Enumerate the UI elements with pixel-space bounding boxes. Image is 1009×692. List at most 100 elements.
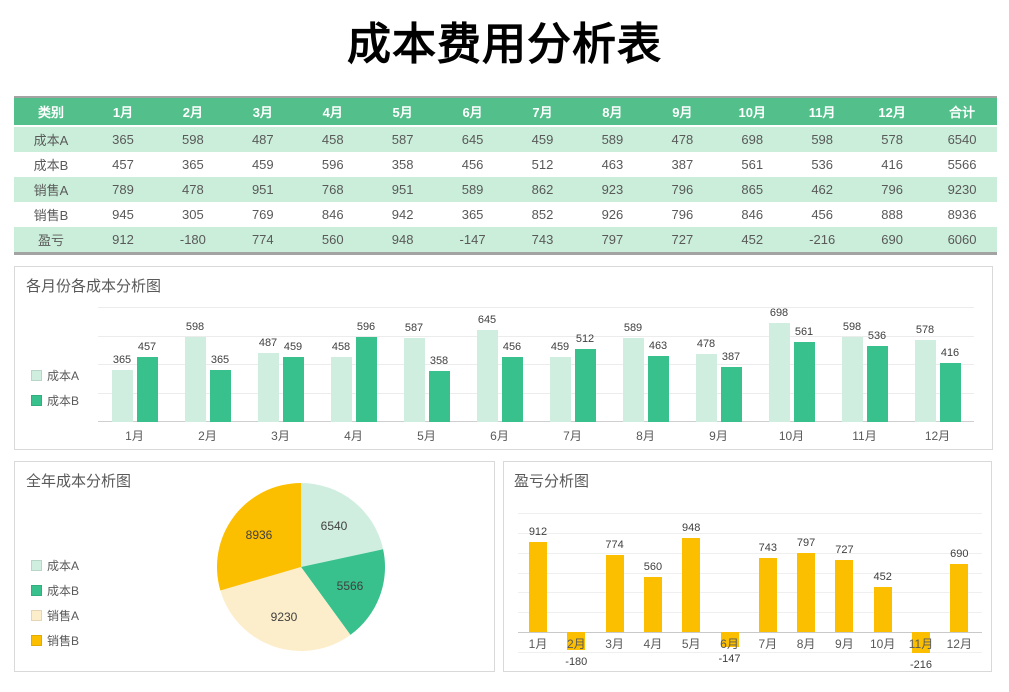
table-header-cell: 12月	[857, 98, 928, 127]
table-row: 盈亏 912 -180 774 560 948 -147 743 797 727 452 -216 69…	[14, 227, 997, 252]
bar-盈亏-6月	[720, 632, 739, 647]
table-cell: 888	[881, 207, 903, 222]
bar-group: 459 512	[536, 308, 609, 422]
table-cell: 865	[717, 177, 788, 202]
bar-盈亏-11月	[912, 632, 930, 654]
bar-成本A-9月: 478	[695, 338, 717, 422]
table-cell: 458	[297, 126, 368, 152]
bar-value-label: 387	[721, 350, 741, 363]
monthly-cost-plot-area: 365 457 598 365 487 459 458 596 587 358 645 456 459 5…	[98, 307, 974, 422]
row-total-cell: 6540	[927, 126, 997, 152]
bar-group: 458 596	[317, 308, 390, 422]
bar-成本A-10月: 698	[768, 307, 790, 422]
table-cell: 457	[112, 157, 134, 172]
row-total-cell: 6060	[927, 227, 997, 252]
table-cell: 536	[811, 157, 834, 172]
table-cell: 578	[857, 126, 928, 152]
table-cell: 862	[507, 177, 578, 202]
bar-盈亏-2月	[567, 632, 586, 650]
legend-label: 成本A	[47, 369, 80, 383]
cost-table: 类别 1月 2月 3月 4月 5月 6月 7月 8月 9月 10月 11月 12月 合计 成本A 365 598…	[14, 96, 997, 255]
table-header-row: 类别 1月 2月 3月 4月 5月 6月 7月 8月 9月 10月 11月 12月 合计	[14, 98, 997, 127]
bar-成本A-5月: 587	[403, 322, 425, 422]
row-total-cell: 8936	[947, 207, 977, 222]
table-cell: 912	[88, 227, 158, 252]
bar-group: 478 387	[682, 308, 755, 422]
table-cell: 796	[857, 177, 928, 202]
bar-成本B-5月: 358	[428, 355, 450, 422]
bar-成本B-6月: 456	[501, 341, 523, 422]
bar-成本A-8月: 589	[622, 322, 644, 422]
table-header-cell: 5月	[367, 98, 438, 127]
x-axis-label: 1月	[125, 429, 144, 443]
gridline	[98, 364, 974, 365]
gridline	[518, 552, 982, 554]
x-axis-label: 5月	[417, 429, 436, 443]
x-axis-label: 2月	[198, 429, 217, 443]
table-cell: 852	[531, 207, 554, 222]
profit-loss-chart-panel: 盈亏分析图 912 1月 -180 2月 774 3月 560 4月 948 5月 -147 6月 74…	[503, 461, 992, 672]
bar-成本A-11月: 598	[841, 321, 863, 422]
row-total-cell: 5566	[947, 157, 977, 172]
bar-value-label: 797	[796, 537, 816, 549]
table-cell: 487	[227, 126, 298, 152]
table-cell: 358	[391, 157, 414, 172]
bar-value-label: 598	[842, 320, 862, 333]
pie-slice-value-label: 6540	[320, 519, 348, 533]
bar-盈亏-12月	[950, 563, 969, 632]
table-header-cell: 合计	[927, 98, 997, 127]
legend-item: 成本A	[31, 367, 79, 384]
table-cell: -180	[157, 227, 228, 252]
row-label-cell: 销售A	[14, 177, 88, 202]
table-header-cell: 10月	[717, 98, 788, 127]
table-row: 销售B 945 305 769 846 942 365 852 926 796 846 456 888 8…	[14, 202, 997, 227]
bar-value-label: 456	[502, 341, 522, 353]
成本A-swatch	[31, 560, 42, 571]
bar-盈亏-9月	[835, 559, 854, 632]
table-cell: 796	[647, 177, 718, 202]
pie-slice-value-label: 9230	[270, 610, 298, 624]
legend-item: 成本A	[31, 557, 79, 574]
gridline	[518, 651, 982, 653]
table-cell: 596	[321, 157, 344, 172]
bar-value-label: 536	[867, 329, 887, 342]
成本B-swatch	[31, 395, 42, 406]
pie-slice-销售A	[220, 567, 351, 652]
bar-value-label: 487	[258, 336, 278, 349]
table-cell: -216	[787, 227, 858, 252]
table-cell: 365	[461, 207, 484, 222]
bar-value-label: -180	[565, 655, 588, 668]
bar-value-label: 561	[794, 326, 814, 339]
monthly-cost-chart-panel: 各月份各成本分析图 成本A 成本B 365 457 598 365 487 459 458 59…	[14, 266, 993, 450]
bar-盈亏-8月	[797, 553, 816, 632]
x-axis-label: 4月	[344, 429, 363, 443]
x-axis-label: 10月	[870, 637, 896, 651]
table-header-cell: 7月	[507, 98, 578, 127]
table-cell: 951	[227, 177, 298, 202]
table-cell: 463	[601, 157, 624, 172]
annual-cost-pie-panel: 全年成本分析图 成本A 成本B 销售A 销售B 6540 5566 9230 8936	[14, 461, 495, 672]
bar-value-label: -216	[909, 659, 933, 672]
bar-value-label: 463	[648, 340, 668, 352]
bar-成本B-12月: 416	[939, 347, 961, 422]
x-axis-label: 9月	[835, 637, 854, 651]
table-cell: 456	[811, 207, 834, 222]
table-cell: 452	[717, 227, 788, 252]
bar-group: 587 358	[390, 308, 463, 422]
row-label-cell: 成本B	[33, 158, 69, 173]
bar-value-label: 512	[575, 333, 595, 345]
legend-item: 成本B	[31, 582, 79, 599]
x-axis-label: 2月	[566, 637, 586, 651]
bar-盈亏-10月	[873, 587, 892, 632]
bar-盈亏-3月	[605, 555, 624, 632]
gridline	[518, 612, 982, 614]
table-cell: 951	[367, 177, 438, 202]
bar-成本A-4月: 458	[330, 341, 352, 422]
table-cell: 769	[251, 207, 274, 222]
x-axis-label: 3月	[271, 429, 290, 443]
table-row: 成本A 365 598 487 458 587 645 459 589 478 698 598 578 6…	[14, 126, 997, 152]
table-cell: 478	[157, 177, 228, 202]
table-cell: 598	[157, 126, 228, 152]
成本B-swatch	[31, 585, 42, 596]
table-header-cell: 2月	[157, 98, 228, 127]
